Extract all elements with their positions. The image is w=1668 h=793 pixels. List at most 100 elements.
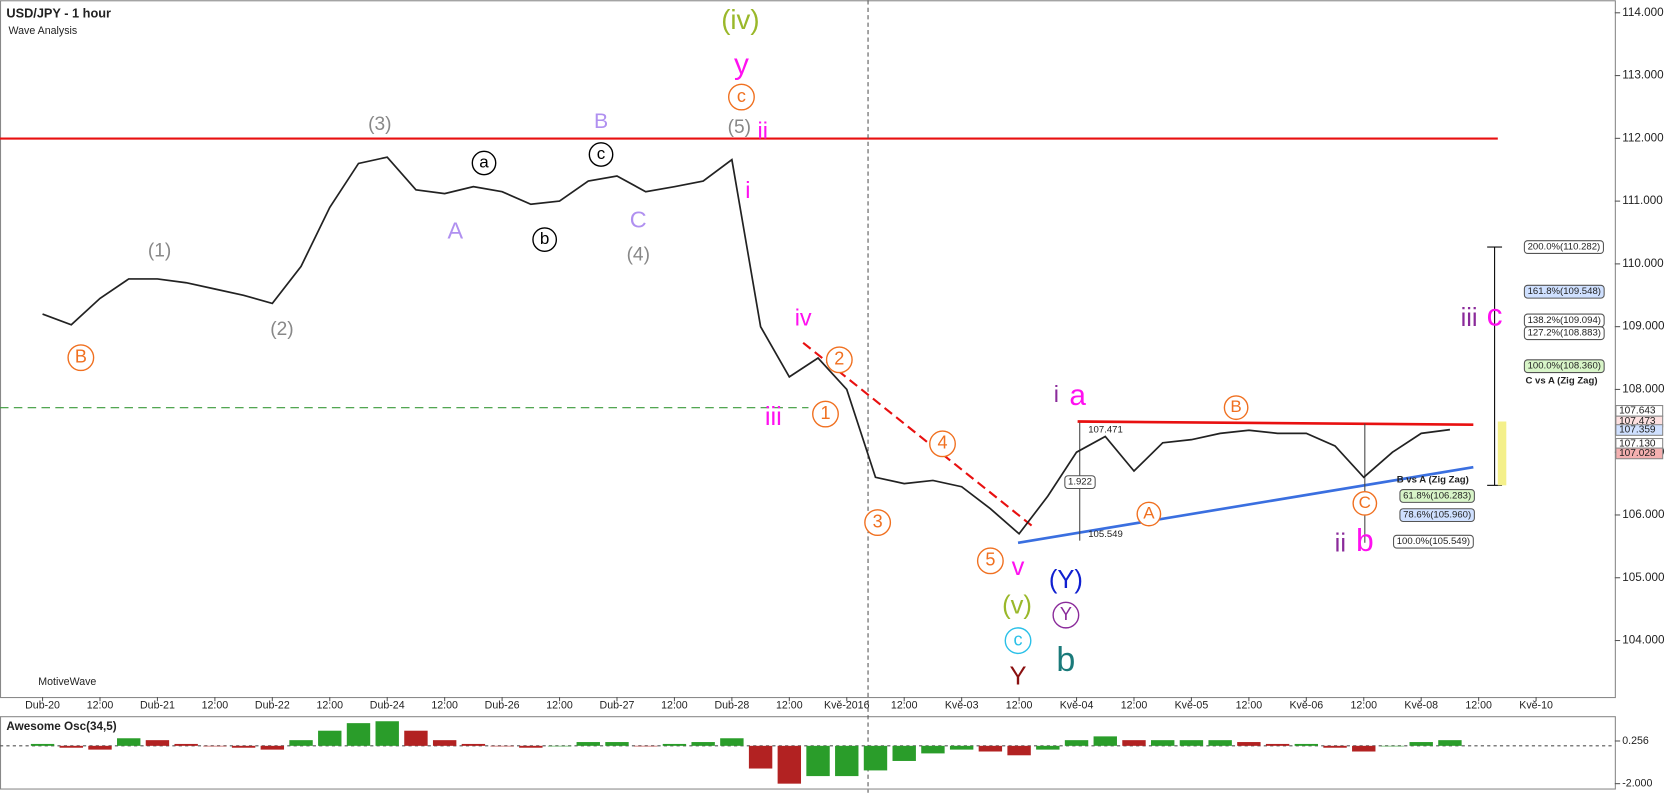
fib-box [1393, 534, 1474, 549]
osc-bar [835, 745, 859, 777]
wave-circle [532, 227, 558, 252]
osc-bar [289, 740, 313, 746]
wave-label: C [630, 207, 647, 233]
osc-bar [1122, 740, 1146, 746]
x-tick-label: 12:00 [891, 699, 918, 711]
x-tick-label: Dub-26 [485, 699, 520, 711]
wave-label: b [540, 229, 549, 248]
osc-bar [145, 740, 170, 746]
wave-label: c [1014, 629, 1023, 649]
price-panel [0, 0, 1616, 699]
wave-label: C [1359, 493, 1371, 512]
osc-bar [892, 745, 916, 761]
wave-label: ii [1335, 530, 1346, 558]
wave-label: (5) [728, 117, 751, 138]
wave-label: a [1069, 379, 1086, 412]
fib-box [1064, 475, 1096, 490]
osc-bar [88, 745, 112, 750]
osc-bar [404, 730, 428, 746]
wave-label: ii [758, 117, 768, 143]
osc-bar [1237, 742, 1261, 746]
osc-bar [260, 745, 285, 750]
x-tick-label: Dub-28 [714, 699, 749, 711]
osc-bar [1036, 745, 1060, 750]
fib-label: 100.0%(105.549) [1397, 536, 1470, 547]
osc-bar [547, 745, 572, 747]
wave-label: (1) [148, 240, 171, 261]
y-tick-label: 110.000 [1622, 257, 1664, 270]
x-tick-label: Kvě-06 [1289, 699, 1323, 711]
price-label: 107.028 [1619, 448, 1656, 459]
x-tick-label: 12:00 [1350, 699, 1377, 711]
osc-title: Awesome Osc(34,5) [6, 720, 116, 733]
osc-bar [1438, 740, 1462, 746]
wave-label: y [734, 48, 749, 81]
x-tick-label: 12:00 [316, 699, 343, 711]
wave-label: v [1012, 553, 1025, 581]
fib-label: 161.8%(109.548) [1528, 286, 1601, 297]
fib-label: B vs A (Zig Zag) [1397, 475, 1469, 486]
osc-panel [0, 716, 1616, 790]
y-tick-label: 112.000 [1622, 131, 1664, 144]
wave-label: c [737, 86, 746, 106]
wave-label: 5 [985, 550, 995, 570]
wave-label: (2) [270, 319, 293, 340]
osc-bar [1093, 736, 1117, 746]
wave-circle [864, 509, 892, 537]
osc-bar [174, 743, 198, 746]
price-label: 107.359 [1619, 425, 1656, 436]
wave-circle [1352, 491, 1378, 516]
trend-line [1017, 465, 1474, 545]
fib-label: 107.471 [1088, 425, 1123, 436]
fib-label: 78.6%(105.960) [1403, 510, 1471, 521]
fib-box [1523, 240, 1604, 254]
x-tick-label: 12:00 [1006, 699, 1033, 711]
osc-bar [1352, 745, 1376, 752]
fib-label: 1.922 [1068, 477, 1092, 488]
osc-bar [203, 745, 227, 747]
wave-label: b [1056, 641, 1075, 679]
chart-title: USD/JPY - 1 hour [6, 5, 111, 20]
wave-label: c [597, 144, 606, 163]
wave-label: 3 [873, 511, 883, 531]
x-tick-label: Kvě-03 [945, 699, 979, 711]
price-label-box [1615, 424, 1664, 436]
wave-label: A [447, 217, 463, 243]
y-tick-label: 105.000 [1622, 571, 1665, 584]
osc-bar [59, 745, 83, 748]
x-tick-label: Dub-24 [370, 699, 405, 711]
wave-circle [825, 346, 853, 374]
price-label: 107.473 [1619, 416, 1656, 427]
wave-label: i [745, 177, 750, 203]
osc-bar [720, 738, 744, 746]
wave-label: (3) [368, 114, 391, 135]
osc-bar [1380, 745, 1405, 747]
y-tick-label: 109.000 [1622, 320, 1665, 333]
wave-label: B [75, 346, 87, 366]
fib-label: 105.549 [1088, 529, 1123, 540]
osc-bar [1064, 740, 1089, 746]
osc-bar [1409, 742, 1433, 746]
osc-bar [1294, 743, 1319, 746]
osc-bar [432, 740, 457, 746]
x-tick-label: Dub-22 [255, 699, 290, 711]
wave-label: iii [765, 403, 782, 431]
osc-bar [1007, 745, 1031, 756]
y-tick-label: 114.000 [1622, 6, 1664, 19]
wave-circle [727, 83, 755, 111]
wave-circle [976, 547, 1004, 575]
price-label: 107.130 [1619, 439, 1656, 450]
osc-bar [519, 745, 543, 748]
osc-bar [949, 745, 974, 750]
x-tick-label: Kvě-08 [1404, 699, 1438, 711]
wave-label: B [594, 109, 608, 133]
wave-label: 1 [820, 403, 830, 423]
y-tick-label: 113.000 [1622, 69, 1664, 82]
x-tick-label: 12:00 [431, 699, 458, 711]
osc-bar [605, 742, 629, 746]
wave-label: Y [1010, 663, 1027, 691]
wave-circle [1052, 601, 1080, 629]
x-tick-label: 12:00 [661, 699, 688, 711]
